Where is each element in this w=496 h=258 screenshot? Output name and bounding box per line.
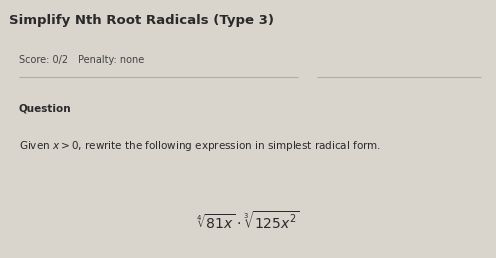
Text: $\sqrt[4]{81x} \cdot \sqrt[3]{125x^2}$: $\sqrt[4]{81x} \cdot \sqrt[3]{125x^2}$ bbox=[196, 210, 300, 232]
Text: Penalty: none: Penalty: none bbox=[78, 55, 145, 66]
Text: Simplify Nth Root Radicals (Type 3): Simplify Nth Root Radicals (Type 3) bbox=[9, 14, 274, 27]
Text: Score: 0/2: Score: 0/2 bbox=[19, 55, 68, 66]
Text: Given $x > 0$, rewrite the following expression in simplest radical form.: Given $x > 0$, rewrite the following exp… bbox=[19, 139, 381, 153]
Text: Question: Question bbox=[19, 103, 71, 113]
